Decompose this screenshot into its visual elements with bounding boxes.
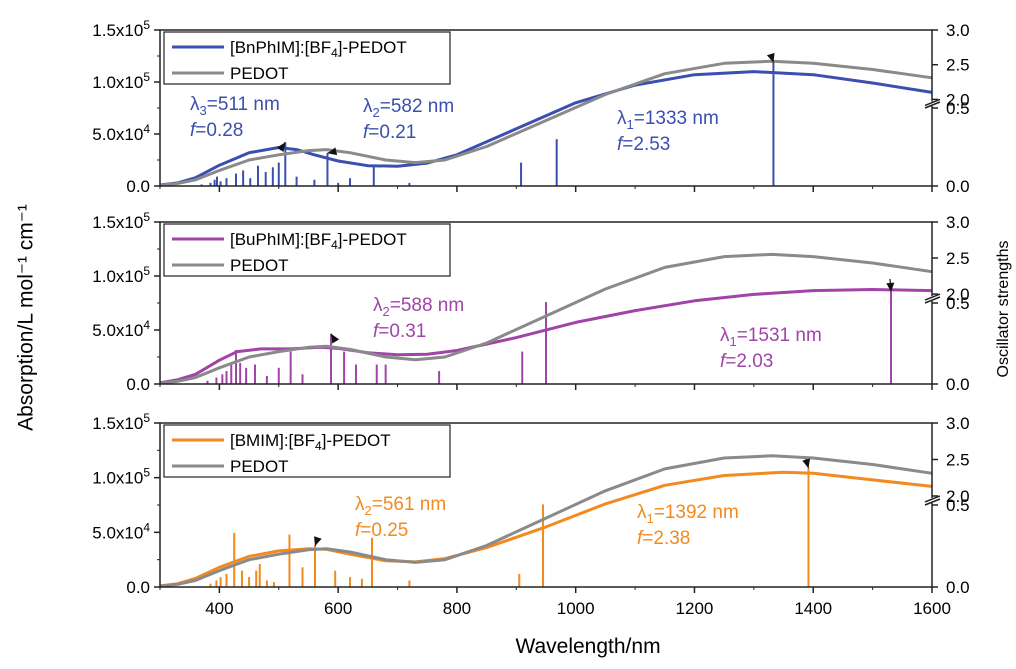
bottom-x-tick-label-5: 1400 — [794, 599, 832, 618]
top-y-tick-label-1: 5.0x104 — [92, 122, 150, 144]
bottom-y-tick-label-3: 1.5x105 — [92, 411, 150, 433]
top-annotation-f-1: f=0.21 — [363, 122, 416, 143]
top-annotation-wavelength-0: λ3=511 nm — [190, 94, 280, 118]
top-right-tick-label-2: 2.0 — [946, 90, 970, 109]
y-axis-title-right: Oscillator strengths — [995, 240, 1012, 378]
top-legend-label-1: PEDOT — [230, 64, 289, 83]
top-right-tick-label-4: 3.0 — [946, 21, 970, 40]
top-y-tick-label-2: 1.0x105 — [92, 70, 150, 92]
middle-annotation-f-1: f=2.03 — [720, 351, 773, 372]
middle-y-tick-label-2: 1.0x105 — [92, 264, 150, 286]
bottom-axis-break-mark — [924, 498, 941, 506]
bottom-x-tick-label-1: 600 — [324, 599, 352, 618]
middle-series-line-1 — [159, 252, 933, 385]
middle-right-tick-label-0: 0.0 — [946, 375, 970, 394]
middle-y-tick-label-1: 5.0x104 — [92, 318, 150, 340]
bottom-legend-label-1: PEDOT — [230, 457, 289, 476]
top-axis-break-gap — [926, 101, 940, 106]
top-series-line-1 — [159, 59, 933, 187]
top-series-line-0 — [159, 70, 933, 187]
bottom-x-tick-label-2: 800 — [443, 599, 471, 618]
middle-legend-box — [163, 223, 451, 277]
middle-y-tick-label-0: 0.0 — [126, 375, 150, 394]
top-annotation-f-0: f=0.28 — [190, 120, 243, 141]
bottom-y-tick-label-2: 1.0x105 — [92, 466, 150, 488]
bottom-x-tick-label-4: 1200 — [676, 599, 714, 618]
bottom-right-tick-label-3: 2.5 — [946, 450, 970, 469]
bottom-right-tick-label-2: 2.0 — [946, 487, 970, 506]
top-annotation-arrowhead-2 — [766, 52, 775, 63]
middle-right-tick-label-2: 2.0 — [946, 285, 970, 304]
middle-annotation-f-0: f=0.31 — [373, 321, 426, 342]
middle-axis-break-mark — [924, 296, 941, 304]
top-annotation-arrowhead-0 — [276, 142, 286, 152]
middle-legend-label-0: [BuPhIM]:[BF4]-PEDOT — [230, 230, 407, 252]
middle-right-tick-label-4: 3.0 — [946, 213, 970, 232]
bottom-annotation-wavelength-1: λ1=1392 nm — [637, 502, 739, 526]
top-right-tick-label-1: 0.5 — [946, 99, 970, 118]
middle-legend-label-1: PEDOT — [230, 256, 289, 275]
bottom-axis-break-gap — [926, 497, 940, 503]
bottom-right-tick-label-0: 0.0 — [946, 578, 970, 597]
middle-right-tick-label-3: 2.5 — [946, 249, 970, 268]
middle-series-line-0 — [159, 288, 933, 385]
middle-annotation-arrowhead-0 — [331, 333, 340, 344]
bottom-right-tick-label-1: 0.5 — [946, 496, 970, 515]
bottom-x-tick-label-6: 1600 — [913, 599, 951, 618]
bottom-axis-break-mark — [924, 495, 941, 503]
top-annotation-f-2: f=2.53 — [617, 134, 670, 155]
bottom-series-line-1 — [159, 454, 933, 588]
top-annotation-wavelength-1: λ2=582 nm — [363, 96, 454, 120]
y-axis-title-left: Absorption/L mol⁻¹ cm⁻¹ — [14, 204, 38, 431]
top-axis-break-mark — [924, 101, 941, 109]
top-legend-box — [163, 31, 451, 85]
bottom-x-tick-label-3: 1000 — [557, 599, 595, 618]
bottom-y-tick-label-0: 0.0 — [126, 578, 150, 597]
middle-right-tick-label-1: 0.5 — [946, 294, 970, 313]
x-axis-title: Wavelength/nm — [515, 635, 661, 658]
bottom-annotation-f-1: f=2.38 — [637, 528, 690, 549]
top-y-tick-label-3: 1.5x105 — [92, 18, 150, 40]
bottom-series-line-0 — [159, 470, 933, 588]
top-right-tick-label-3: 2.5 — [946, 56, 970, 75]
middle-axis-break-gap — [926, 296, 940, 301]
middle-annotation-arrowhead-1 — [886, 282, 895, 292]
top-right-tick-label-0: 0.0 — [946, 177, 970, 196]
middle-axis-break-mark — [924, 293, 941, 301]
bottom-right-tick-label-4: 3.0 — [946, 414, 970, 433]
bottom-annotation-wavelength-0: λ2=561 nm — [355, 494, 446, 518]
bottom-x-tick-label-0: 400 — [205, 599, 233, 618]
top-annotation-wavelength-2: λ1=1333 nm — [617, 108, 719, 132]
top-annotation-arrowhead-1 — [327, 147, 338, 156]
top-y-tick-label-0: 0.0 — [126, 177, 150, 196]
bottom-annotation-arrowhead-1 — [802, 458, 811, 469]
bottom-annotation-f-0: f=0.25 — [355, 520, 408, 541]
top-axis-break-mark — [924, 98, 941, 107]
bottom-annotation-arrowhead-0 — [314, 536, 322, 546]
bottom-y-tick-label-1: 5.0x104 — [92, 520, 150, 542]
middle-annotation-wavelength-0: λ2=588 nm — [373, 295, 464, 319]
middle-annotation-wavelength-1: λ1=1531 nm — [720, 325, 822, 349]
middle-y-tick-label-3: 1.5x105 — [92, 210, 150, 232]
bottom-legend-label-0: [BMIM]:[BF4]-PEDOT — [230, 431, 391, 453]
bottom-legend-box — [163, 424, 451, 478]
top-legend-label-0: [BnPhIM]:[BF4]-PEDOT — [230, 38, 407, 60]
